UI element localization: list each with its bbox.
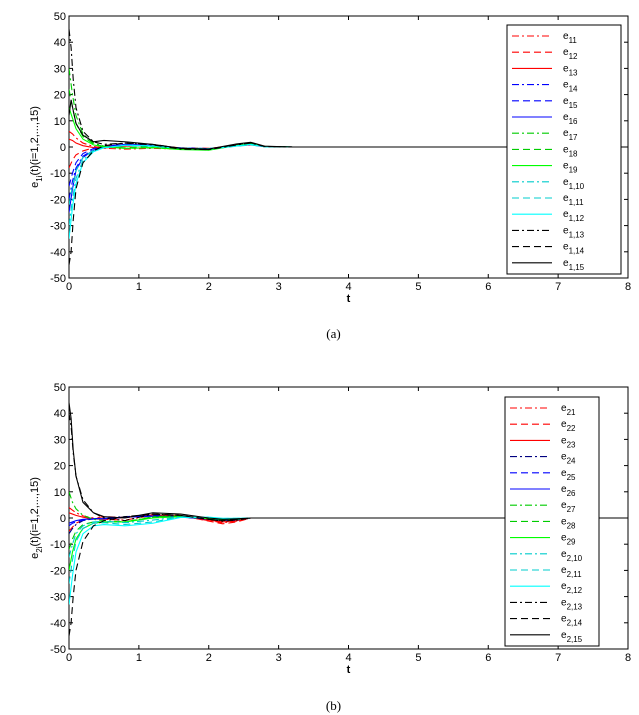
- legend-label: e14: [563, 80, 578, 94]
- y-tick-label: 40: [54, 37, 66, 49]
- y-tick-label: -20: [50, 565, 66, 577]
- legend-label: e16: [563, 112, 578, 126]
- x-tick-label: 1: [136, 281, 142, 293]
- x-tick-label: 6: [485, 281, 491, 293]
- y-tick-label: -30: [50, 221, 66, 233]
- series-line-e1-15: [69, 99, 628, 150]
- series-line-e2-15: [69, 402, 628, 520]
- x-tick-label: 0: [66, 652, 72, 664]
- y-tick-label: 20: [54, 461, 66, 473]
- figure-caption: (a): [326, 326, 340, 341]
- legend-label: e26: [561, 484, 576, 498]
- x-tick-label: 5: [415, 281, 421, 293]
- chart-a: 0 1 2 3 4 5 6 7 8 -50 -40 -30 -20 -10 0 10 20 30 40 50 t e1i(…: [29, 11, 631, 341]
- legend-label: e29: [561, 533, 576, 547]
- legend-label: e12: [563, 47, 578, 61]
- y-tick-label: -40: [50, 247, 66, 259]
- legend-label: e1,15: [563, 258, 585, 272]
- legend-label: e25: [561, 468, 576, 482]
- legend-label: e2,15: [561, 630, 583, 644]
- y-tick-label: -10: [50, 539, 66, 551]
- x-tick-label: 6: [485, 652, 491, 664]
- y-tick-label: 40: [54, 408, 66, 420]
- y-tick-label: 50: [54, 11, 66, 23]
- y-tick-label: 10: [54, 487, 66, 499]
- legend-label: e1,13: [563, 225, 585, 239]
- legend-label: e2,10: [561, 549, 583, 563]
- x-tick-label: 2: [206, 652, 212, 664]
- y-tick-label: -50: [50, 273, 66, 285]
- x-axis-label: t: [347, 293, 351, 305]
- legend-label: e13: [563, 63, 578, 77]
- x-tick-label: 0: [66, 281, 72, 293]
- legend-label: e2,13: [561, 597, 583, 611]
- y-tick-label: -50: [50, 644, 66, 656]
- legend-label: e21: [561, 403, 576, 417]
- legend-label: e2,14: [561, 614, 583, 628]
- y-tick-label: 20: [54, 90, 66, 102]
- legend-label: e15: [563, 96, 578, 110]
- x-tick-label: 8: [625, 281, 631, 293]
- legend-label: e19: [563, 161, 578, 175]
- y-tick-label: 0: [60, 142, 66, 154]
- legend-label: e2,11: [561, 565, 582, 579]
- y-tick-label: 30: [54, 63, 66, 75]
- legend-label: e2,12: [561, 581, 583, 595]
- y-axis-label: e2i(t)(i=1,2,...,15): [29, 477, 44, 559]
- legend-label: e11: [563, 31, 577, 45]
- chart-b: 0 1 2 3 4 5 6 7 8 -50 -40 -30 -20 -10 0 10 20 30 40 50 t e2i(…: [29, 382, 631, 713]
- y-axis-label: e1i(t)(i=1,2,...,15): [29, 106, 44, 188]
- x-tick-label: 3: [276, 652, 282, 664]
- x-tick-label: 5: [415, 652, 421, 664]
- x-tick-label: 7: [555, 652, 561, 664]
- legend-label: e27: [561, 500, 576, 514]
- y-tick-label: -20: [50, 194, 66, 206]
- x-tick-label: 3: [276, 281, 282, 293]
- x-tick-label: 4: [345, 281, 351, 293]
- y-tick-label: 10: [54, 116, 66, 128]
- legend-label: e24: [561, 452, 576, 466]
- x-tick-label: 8: [625, 652, 631, 664]
- x-axis-label: t: [347, 664, 351, 676]
- legend-label: e1,10: [563, 177, 585, 191]
- legend-label: e23: [561, 435, 576, 449]
- y-tick-label: -10: [50, 168, 66, 180]
- series-line-e27: [69, 491, 628, 523]
- legend-label: e1,11: [563, 193, 584, 207]
- legend-label: e1,14: [563, 242, 585, 256]
- figure-caption: (b): [326, 698, 341, 713]
- x-tick-label: 2: [206, 281, 212, 293]
- series-group: [69, 29, 628, 265]
- series-group: [69, 402, 628, 636]
- legend-label: e1,12: [563, 209, 585, 223]
- y-tick-label: -40: [50, 618, 66, 630]
- y-tick-label: 0: [60, 513, 66, 525]
- legend-label: e22: [561, 419, 576, 433]
- legend-label: e18: [563, 144, 578, 158]
- y-tick-label: 50: [54, 382, 66, 394]
- x-tick-label: 1: [136, 652, 142, 664]
- x-tick-label: 7: [555, 281, 561, 293]
- x-tick-label: 4: [345, 652, 351, 664]
- legend-box: [504, 396, 600, 647]
- legend-label: e28: [561, 516, 576, 530]
- legend-label: e17: [563, 128, 578, 142]
- y-tick-label: -30: [50, 592, 66, 604]
- y-tick-label: 30: [54, 434, 66, 446]
